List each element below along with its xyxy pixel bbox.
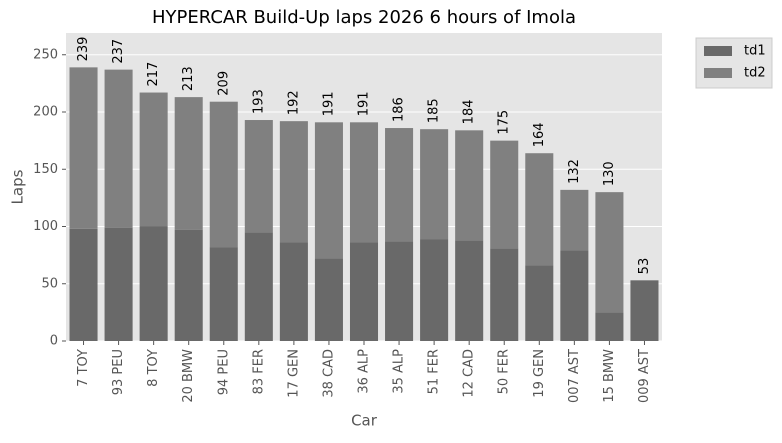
bar-segment <box>104 227 133 341</box>
y-tick-label: 250 <box>33 47 58 62</box>
y-tick-label: 150 <box>33 162 58 177</box>
data-label: 213 <box>181 66 196 91</box>
data-label: 217 <box>146 62 161 87</box>
bar-segment <box>244 232 273 341</box>
data-label: 132 <box>567 159 582 184</box>
x-axis-label: Car <box>351 412 378 430</box>
bar-segment <box>139 226 168 341</box>
legend-label: td2 <box>744 66 766 81</box>
bar-segment <box>385 128 414 242</box>
chart-title: HYPERCAR Build-Up laps 2026 6 hours of I… <box>152 7 576 28</box>
x-tick-label: 35 ALP <box>392 349 407 394</box>
data-label: 186 <box>392 97 407 122</box>
x-tick-label: 009 AST <box>637 349 652 403</box>
data-label: 175 <box>497 110 512 135</box>
data-label: 191 <box>357 91 372 116</box>
x-tick-label: 51 FER <box>427 349 442 394</box>
bar-segment <box>314 258 343 341</box>
bar-segment <box>560 250 589 341</box>
y-tick-label: 100 <box>33 219 58 234</box>
x-tick-label: 50 FER <box>497 349 512 394</box>
x-tick-label: 12 CAD <box>462 349 477 398</box>
data-label: 193 <box>251 89 266 114</box>
bar-segment <box>279 242 308 341</box>
bar-segment <box>455 240 484 341</box>
bar-segment <box>525 265 554 341</box>
bar-segment <box>490 140 519 249</box>
data-label: 184 <box>462 99 477 124</box>
bar-segment <box>209 247 238 341</box>
data-label: 130 <box>602 161 617 186</box>
bar-segment <box>595 312 624 341</box>
x-tick-label: 38 CAD <box>321 349 336 398</box>
y-tick-label: 0 <box>50 334 58 349</box>
x-tick-label: 94 PEU <box>216 349 231 395</box>
bar-segment <box>139 92 168 227</box>
bar-segment <box>349 122 379 243</box>
data-label: 185 <box>427 98 442 123</box>
bar-segment <box>104 69 133 228</box>
data-label: 191 <box>321 91 336 116</box>
x-tick-label: 17 GEN <box>286 349 301 398</box>
legend-swatch <box>704 68 732 78</box>
bar-segment <box>455 130 484 241</box>
bar-segment <box>385 241 414 341</box>
y-axis-label: Laps <box>9 169 27 204</box>
x-tick-label: 83 FER <box>251 349 266 394</box>
x-tick-label: 20 BMW <box>181 349 196 403</box>
bar-segment <box>209 101 238 248</box>
bar-segment <box>420 239 449 341</box>
bar-segment <box>490 248 519 341</box>
x-tick-label: 007 AST <box>567 349 582 403</box>
data-label: 237 <box>111 39 126 64</box>
x-tick-label: 19 GEN <box>532 349 547 398</box>
x-tick-label: 8 TOY <box>146 349 161 387</box>
bar-segment <box>279 121 308 243</box>
legend-label: td1 <box>744 44 766 59</box>
data-label: 209 <box>216 71 231 96</box>
bar-segment <box>630 280 659 341</box>
y-tick-label: 200 <box>33 105 58 120</box>
data-label: 164 <box>532 122 547 147</box>
bar-segment <box>314 122 343 259</box>
bar-segment <box>560 189 589 251</box>
bar-segment <box>174 97 203 230</box>
data-label: 192 <box>286 90 301 115</box>
bar-segment <box>420 129 449 240</box>
data-label: 239 <box>76 37 91 62</box>
x-tick-label: 36 ALP <box>357 349 372 394</box>
bar-segment <box>174 229 203 341</box>
bar-segment <box>69 228 98 341</box>
bar-segment <box>349 242 379 341</box>
x-tick-label: 93 PEU <box>111 349 126 395</box>
legend-swatch <box>704 46 732 56</box>
bar-segment <box>244 120 273 233</box>
bar-segment <box>595 192 624 313</box>
x-tick-label: 7 TOY <box>76 349 91 387</box>
x-tick-label: 15 BMW <box>602 349 617 403</box>
data-label: 53 <box>637 258 652 275</box>
bar-segment <box>525 153 554 266</box>
bar-segment <box>69 67 98 229</box>
y-tick-label: 50 <box>41 276 58 291</box>
